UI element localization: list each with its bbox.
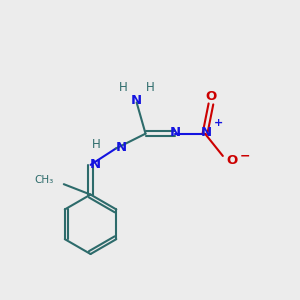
Text: H: H xyxy=(146,81,154,94)
Text: N: N xyxy=(116,140,127,154)
Text: H: H xyxy=(92,138,101,151)
Text: O: O xyxy=(205,90,217,103)
Text: H: H xyxy=(119,81,128,94)
Text: N: N xyxy=(89,158,100,171)
Text: −: − xyxy=(240,149,250,162)
Text: N: N xyxy=(201,126,212,139)
Text: O: O xyxy=(226,154,237,167)
Text: N: N xyxy=(170,126,181,139)
Text: CH₃: CH₃ xyxy=(34,175,53,185)
Text: +: + xyxy=(214,118,223,128)
Text: N: N xyxy=(131,94,142,107)
